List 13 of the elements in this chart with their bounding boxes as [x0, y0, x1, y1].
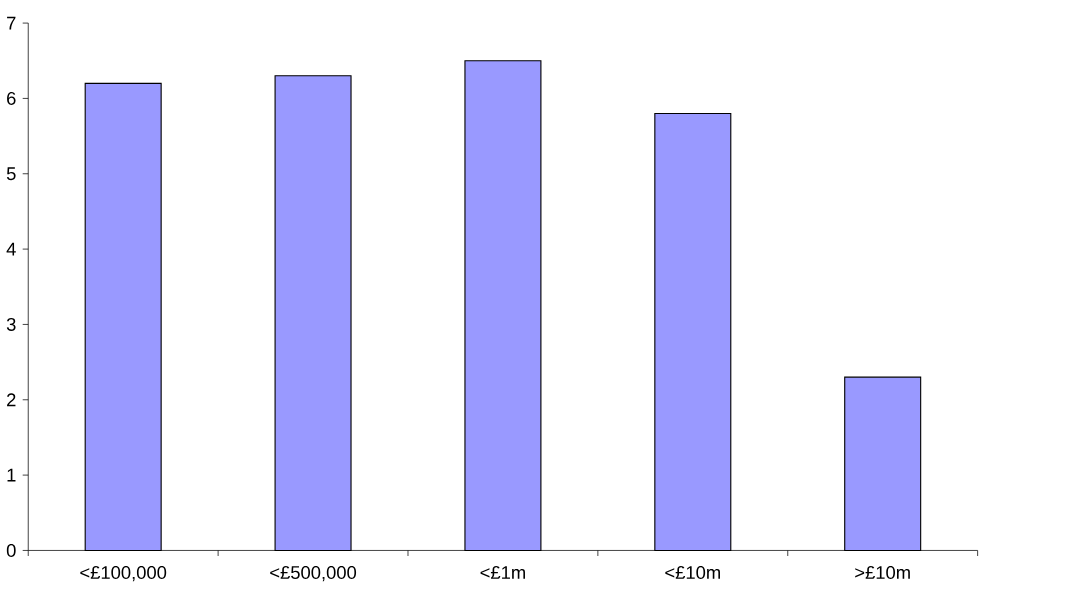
x-tick-label: >£10m — [855, 566, 910, 580]
y-tick-label: 1 — [7, 468, 16, 482]
x-tick-label: <£500,000 — [270, 566, 357, 582]
y-tick-label: 3 — [6, 318, 16, 332]
y-tick-label: 7 — [7, 16, 16, 30]
x-tick-label: <£1m — [480, 566, 525, 579]
y-tick-label: 4 — [6, 242, 16, 256]
y-tick-label: 2 — [7, 393, 16, 407]
x-tick-label: <£10m — [665, 566, 720, 580]
y-tick-label: 5 — [6, 167, 16, 181]
y-tick-label: 0 — [6, 544, 16, 558]
x-tick-label: <£100,000 — [80, 566, 167, 582]
y-tick-label: 6 — [7, 92, 16, 106]
